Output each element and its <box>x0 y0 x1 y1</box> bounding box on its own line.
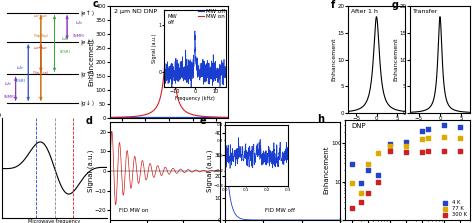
Y-axis label: Signal (a.u.): Signal (a.u.) <box>207 150 213 192</box>
300 K <box>357 200 365 203</box>
300 K <box>456 149 464 153</box>
Text: $|e\!\uparrow\rangle$: $|e\!\uparrow\rangle$ <box>80 8 94 18</box>
77 K <box>348 182 356 185</box>
MW off <box>164 116 170 119</box>
Text: (NMR): (NMR) <box>73 34 85 38</box>
4 K <box>374 173 382 177</box>
300 K <box>419 151 426 154</box>
Y-axis label: Enhancement: Enhancement <box>393 38 398 81</box>
Y-axis label: Enhancement: Enhancement <box>331 38 336 81</box>
Text: $|e\!\downarrow\rangle$: $|e\!\downarrow\rangle$ <box>80 37 94 47</box>
4 K <box>402 140 410 144</box>
4 K <box>386 142 393 146</box>
300 K <box>348 207 356 210</box>
MW off <box>222 116 228 119</box>
X-axis label: Frequency (kHz): Frequency (kHz) <box>141 128 198 135</box>
300 K <box>424 149 431 153</box>
300 K <box>386 149 393 153</box>
Text: (flip-flip): (flip-flip) <box>33 34 48 38</box>
Text: h: h <box>318 114 325 124</box>
77 K <box>456 136 464 140</box>
Text: $\omega_e$: $\omega_e$ <box>16 64 24 72</box>
Y-axis label: Signal (a.u.): Signal (a.u.) <box>87 150 93 192</box>
4 K <box>348 163 356 166</box>
X-axis label: Microwave frequency: Microwave frequency <box>28 219 81 223</box>
77 K <box>386 144 393 148</box>
MW on <box>113 116 119 119</box>
MW on <box>225 116 231 119</box>
Text: d: d <box>86 116 93 126</box>
MW off <box>107 116 113 119</box>
77 K <box>365 163 372 166</box>
4 K <box>440 124 448 127</box>
Text: (ESR): (ESR) <box>59 50 71 54</box>
X-axis label: Frequency (kHz): Frequency (kHz) <box>414 123 465 128</box>
Text: $|g\!\uparrow\rangle$: $|g\!\uparrow\rangle$ <box>80 69 94 79</box>
Text: DNP: DNP <box>351 123 366 129</box>
77 K <box>440 135 448 139</box>
MW off <box>113 116 119 119</box>
77 K <box>374 151 382 155</box>
77 K <box>424 136 431 140</box>
Text: $\omega_e$: $\omega_e$ <box>61 35 69 43</box>
Text: $\omega_n$: $\omega_n$ <box>75 19 82 27</box>
4 K <box>456 125 464 128</box>
77 K <box>402 144 410 148</box>
Text: FID MW on: FID MW on <box>119 208 148 213</box>
MW on <box>164 24 170 27</box>
Text: f: f <box>331 0 335 10</box>
4 K <box>365 168 372 172</box>
Legend: MW off, MW on: MW off, MW on <box>198 9 225 19</box>
Text: (NMR): (NMR) <box>4 95 17 99</box>
Line: MW on: MW on <box>110 12 228 118</box>
Text: (ESR): (ESR) <box>14 79 26 83</box>
MW on <box>162 69 167 72</box>
Text: Transfer: Transfer <box>413 9 438 14</box>
MW off <box>162 116 167 119</box>
MW on <box>200 115 206 118</box>
Text: b: b <box>0 110 1 120</box>
300 K <box>402 151 410 154</box>
MW on <box>107 116 113 119</box>
MW off <box>200 116 206 119</box>
77 K <box>419 138 426 141</box>
Text: (flip-flop): (flip-flop) <box>33 71 49 75</box>
MW off <box>225 116 231 119</box>
Text: $\omega_e\!+\!\omega_n$: $\omega_e\!+\!\omega_n$ <box>33 13 48 20</box>
MW on <box>166 10 172 13</box>
Text: 2 μm ND DNP: 2 μm ND DNP <box>114 9 156 14</box>
Legend: 4 K, 77 K, 300 K: 4 K, 77 K, 300 K <box>440 200 467 217</box>
4 K <box>357 182 365 185</box>
Text: After 1 h: After 1 h <box>351 9 378 14</box>
Y-axis label: Enhancement: Enhancement <box>324 146 329 194</box>
Text: $\omega_n$: $\omega_n$ <box>4 81 12 88</box>
Text: $\omega_e\!-\!\omega_n$: $\omega_e\!-\!\omega_n$ <box>33 45 48 52</box>
Text: FID MW off: FID MW off <box>265 208 295 213</box>
Text: g: g <box>392 0 399 10</box>
77 K <box>357 191 365 195</box>
4 K <box>424 128 431 131</box>
MW off <box>222 116 228 119</box>
Text: e: e <box>200 116 206 126</box>
300 K <box>365 191 372 195</box>
X-axis label: Frequency (kHz): Frequency (kHz) <box>351 123 402 128</box>
4 K <box>419 129 426 132</box>
300 K <box>440 149 448 153</box>
300 K <box>374 180 382 183</box>
MW on <box>222 116 228 119</box>
Text: c: c <box>92 0 98 9</box>
Y-axis label: Enhancement: Enhancement <box>88 38 94 86</box>
MW on <box>222 116 228 119</box>
Text: $|g\!\downarrow\rangle$: $|g\!\downarrow\rangle$ <box>80 98 94 108</box>
